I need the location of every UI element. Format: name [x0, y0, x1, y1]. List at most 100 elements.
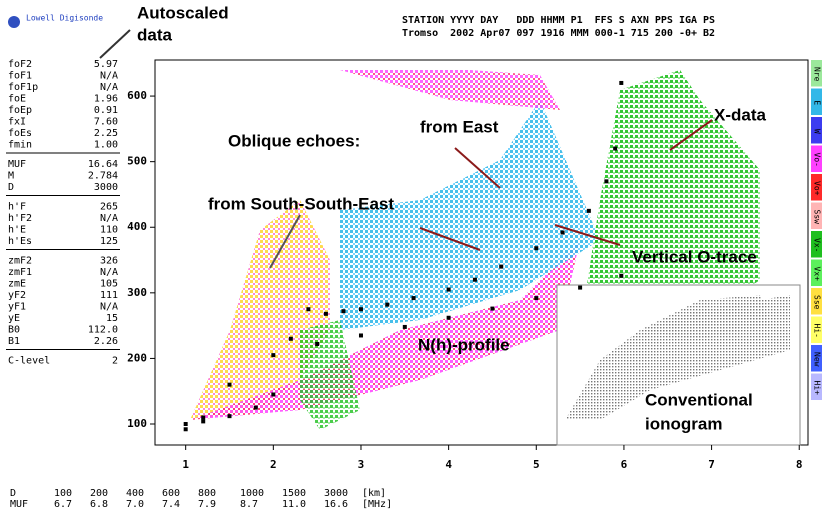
heading: data — [137, 25, 173, 44]
param-name: yE — [8, 313, 20, 324]
param-value: 2 — [112, 356, 118, 367]
param-value: N/A — [100, 71, 118, 82]
x-tick-label: 1 — [182, 458, 189, 471]
param-name: foF1p — [8, 82, 38, 93]
pointer — [269, 214, 301, 269]
param-name: foE — [8, 94, 26, 105]
trace-point — [385, 302, 390, 307]
table-cell: 100 — [54, 488, 72, 499]
trace-point — [358, 307, 363, 312]
param-value: 5.97 — [94, 59, 118, 70]
param-value: 112.0 — [88, 325, 118, 336]
table-cell: 600 — [162, 488, 180, 499]
annotation: from East — [420, 117, 499, 136]
legend-swatch — [811, 288, 822, 315]
param-value: 2.25 — [94, 128, 118, 139]
y-tick-label: 600 — [127, 89, 147, 102]
trace-point — [227, 382, 232, 387]
legend-label: New — [813, 352, 822, 367]
logo-icon — [8, 16, 20, 28]
trace-point — [201, 419, 206, 424]
legend-swatch — [811, 88, 822, 115]
table-cell: 1500 — [282, 488, 306, 499]
echo-cloud — [580, 70, 760, 330]
param-value: 3000 — [94, 182, 118, 193]
trace-point — [586, 208, 591, 213]
pointer — [454, 147, 501, 189]
station-header: STATION YYYY DAY DDD HHMM P1 FFS S AXN P… — [402, 15, 715, 26]
param-value: 265 — [100, 202, 118, 213]
legend-swatch — [811, 373, 822, 400]
echo-cloud — [340, 70, 560, 110]
trace-point — [306, 307, 311, 312]
param-value: N/A — [100, 213, 118, 224]
annotation: ionogram — [645, 414, 722, 433]
annotation: N(h)-profile — [418, 335, 510, 354]
table-cell: MUF — [10, 499, 28, 510]
param-name: h'Es — [8, 236, 32, 247]
trace-point — [499, 264, 504, 269]
table-cell: [MHz] — [362, 499, 392, 510]
table-cell: 7.9 — [198, 499, 216, 510]
table-cell: 7.4 — [162, 499, 180, 510]
param-value: N/A — [100, 267, 118, 278]
legend-swatch — [811, 174, 822, 201]
param-value: N/A — [100, 302, 118, 313]
inset-echoes — [640, 295, 770, 340]
param-name: yF2 — [8, 290, 26, 301]
trace-point — [472, 277, 477, 282]
table-cell: 6.8 — [90, 499, 108, 510]
param-name: zmF2 — [8, 256, 32, 267]
trace-point — [341, 309, 346, 314]
trace-point — [288, 336, 293, 341]
param-value: 1.96 — [94, 94, 118, 105]
param-name: fmin — [8, 140, 32, 151]
annotation: from South-South-East — [208, 194, 394, 213]
trace-point — [402, 324, 407, 329]
param-value: 111 — [100, 290, 118, 301]
param-name: foF2 — [8, 59, 32, 70]
y-tick-label: 500 — [127, 155, 147, 168]
trace-point — [446, 315, 451, 320]
heading: Autoscaled — [137, 3, 229, 22]
x-tick-label: 5 — [533, 458, 540, 471]
y-tick-label: 100 — [127, 417, 147, 430]
annotation: Conventional — [645, 390, 753, 409]
table-cell: 400 — [126, 488, 144, 499]
param-value: 125 — [100, 236, 118, 247]
trace-point — [534, 296, 539, 301]
legend-label: Sse — [813, 295, 822, 310]
station-values: Tromso 2002 Apr07 097 1916 MMM 000-1 715… — [402, 28, 715, 39]
trace-point — [619, 273, 624, 278]
legend-swatch — [811, 259, 822, 286]
param-value: 326 — [100, 256, 118, 267]
y-tick-label: 200 — [127, 351, 147, 364]
table-cell: [km] — [362, 488, 386, 499]
trace-point — [578, 285, 583, 290]
param-name: h'F2 — [8, 213, 32, 224]
param-name: C-level — [8, 356, 50, 367]
table-cell: 1000 — [240, 488, 264, 499]
param-name: foF1 — [8, 71, 32, 82]
param-name: MUF — [8, 159, 26, 170]
param-name: h'E — [8, 225, 26, 236]
table-cell: 8.7 — [240, 499, 258, 510]
param-name: h'F — [8, 202, 26, 213]
trace-point — [183, 422, 188, 427]
legend-label: Vx- — [813, 238, 822, 252]
param-name: zmF1 — [8, 267, 32, 278]
pointer — [554, 224, 621, 246]
annotation: X-data — [714, 105, 767, 124]
table-cell: 16.6 — [324, 499, 348, 510]
y-tick-label: 300 — [127, 286, 147, 299]
param-name: D — [8, 182, 14, 193]
legend-swatch — [811, 117, 822, 144]
param-name: fxI — [8, 117, 26, 128]
param-name: M — [8, 171, 14, 182]
annotation: Vertical O-trace — [632, 247, 757, 266]
trace-point — [323, 311, 328, 316]
plot-frame — [154, 59, 809, 446]
param-value: 16.64 — [88, 159, 118, 170]
pointer — [99, 29, 131, 59]
trace-point — [560, 230, 565, 235]
